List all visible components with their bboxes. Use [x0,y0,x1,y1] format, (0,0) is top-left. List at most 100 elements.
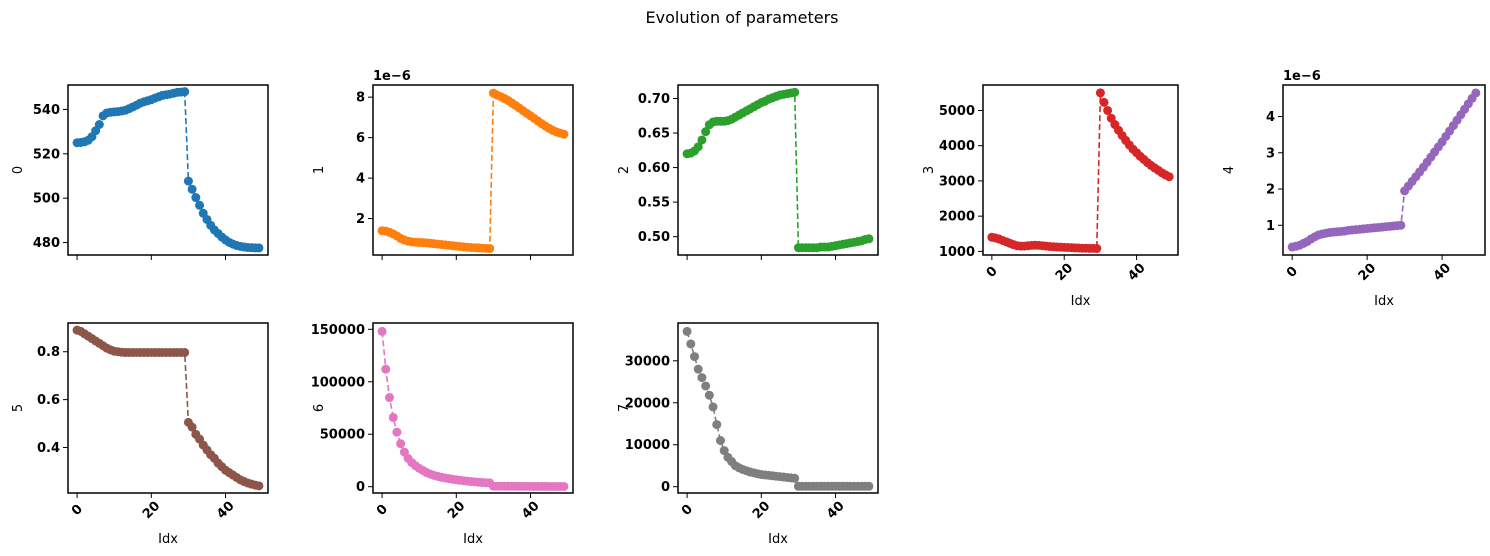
data-point [708,402,718,412]
y-tick-label: 480 [33,236,60,251]
x-tick-label: 0 [69,502,86,519]
data-point [1099,97,1109,107]
y-tick-label: 150000 [311,323,365,338]
subplot-3: 0 20 40 1000 2000 3000 4000 5000 3 Idx [922,84,1179,309]
y-axis-label: 1 [312,166,327,174]
y-tick-label: 4 [1266,110,1275,125]
x-tick-label: 0 [1284,264,1301,281]
y-tick-label: 10000 [625,438,670,453]
plot-frame [67,84,269,256]
data-point [381,364,391,374]
plot-frame [982,84,1179,256]
x-axis-label: Idx [158,532,178,547]
y-axis-label: 7 [617,404,632,412]
x-tick-label: 20 [445,499,468,522]
y-tick-label: 3 [1266,146,1275,161]
x-tick-label: 40 [824,499,847,522]
y-tick-label: 0.70 [638,92,670,107]
y-tick-label: 3000 [939,174,975,189]
data-point [94,120,104,129]
series-line [991,92,1170,250]
y-tick-label: 0.65 [638,127,670,142]
y-tick-label: 0.8 [37,345,60,360]
data-point [180,347,190,357]
data-point [701,381,711,391]
plot-frame [372,322,574,494]
data-point [1396,220,1406,230]
plot-frame [677,322,879,494]
data-point [719,446,729,456]
series-line [686,91,870,249]
data-point [1095,88,1105,98]
figure-title: Evolution of parameters [646,8,839,27]
data-point [388,412,398,422]
y-tick-label: 500 [33,192,60,207]
y-tick-label: 2 [1266,183,1275,198]
data-point [686,339,696,349]
x-tick-label: 20 [1053,261,1076,284]
data-point [693,142,703,152]
data-point [183,176,193,186]
x-axis-label: Idx [463,532,483,547]
data-point [715,436,725,446]
y-tick-label: 520 [33,147,60,162]
data-point [1092,244,1102,254]
subplot-2: 0.50 0.55 0.60 0.65 0.70 2 [617,84,879,260]
y-tick-label: 0.6 [37,393,60,408]
data-point [559,129,569,139]
plot-frame [67,322,269,494]
y-tick-label: 0.4 [37,441,60,456]
x-tick-label: 0 [679,502,696,519]
subplot-4: 0 20 40 1 2 3 4 1e−6 4 Idx [1222,69,1486,309]
y-offset-label: 1e−6 [373,69,411,84]
data-point [1471,88,1481,98]
y-tick-label: 6 [356,131,365,146]
y-tick-label: 8 [356,91,365,106]
x-axis-label: Idx [1071,294,1091,309]
plot-frame [1282,84,1486,256]
plot-frame [677,84,879,256]
data-point [187,422,197,432]
data-point [697,373,707,383]
data-point [396,439,406,449]
data-point [385,393,395,403]
data-point [1103,105,1113,115]
y-tick-label: 0.60 [638,161,670,176]
data-point [790,87,800,97]
x-tick-label: 40 [1431,261,1454,284]
x-axis-label: Idx [1374,294,1394,309]
y-axis-label: 0 [11,166,26,174]
y-tick-label: 0 [356,480,365,495]
y-axis-label: 2 [617,166,632,174]
y-offset-label: 1e−6 [1283,69,1321,84]
y-axis-label: 5 [11,404,26,412]
data-point [187,184,197,194]
data-point [864,481,874,491]
x-axis-label: Idx [768,532,788,547]
data-point [195,200,205,210]
y-tick-label: 30000 [625,354,670,369]
data-point [790,473,800,483]
y-tick-label: 0.55 [638,196,670,211]
y-axis-label: 3 [922,166,937,174]
subplot-1: 2 4 6 8 1e−6 1 [312,69,574,260]
data-point [690,352,700,362]
data-point [682,326,692,336]
data-point [1164,172,1174,182]
y-tick-label: 1000 [939,245,975,260]
x-tick-label: 20 [140,499,163,522]
data-point [697,135,707,145]
x-tick-label: 40 [519,499,542,522]
data-point [712,420,722,430]
y-tick-label: 5000 [939,104,975,119]
subplot-0: 480 500 520 540 0 [11,84,269,260]
y-tick-label: 1 [1266,219,1275,234]
y-axis-label: 4 [1222,166,1237,174]
x-tick-label: 0 [984,264,1001,281]
data-point [864,234,874,244]
data-point [254,243,264,253]
y-tick-label: 2 [356,212,365,227]
x-tick-label: 40 [214,499,237,522]
x-tick-label: 20 [750,499,773,522]
data-point [693,364,703,374]
